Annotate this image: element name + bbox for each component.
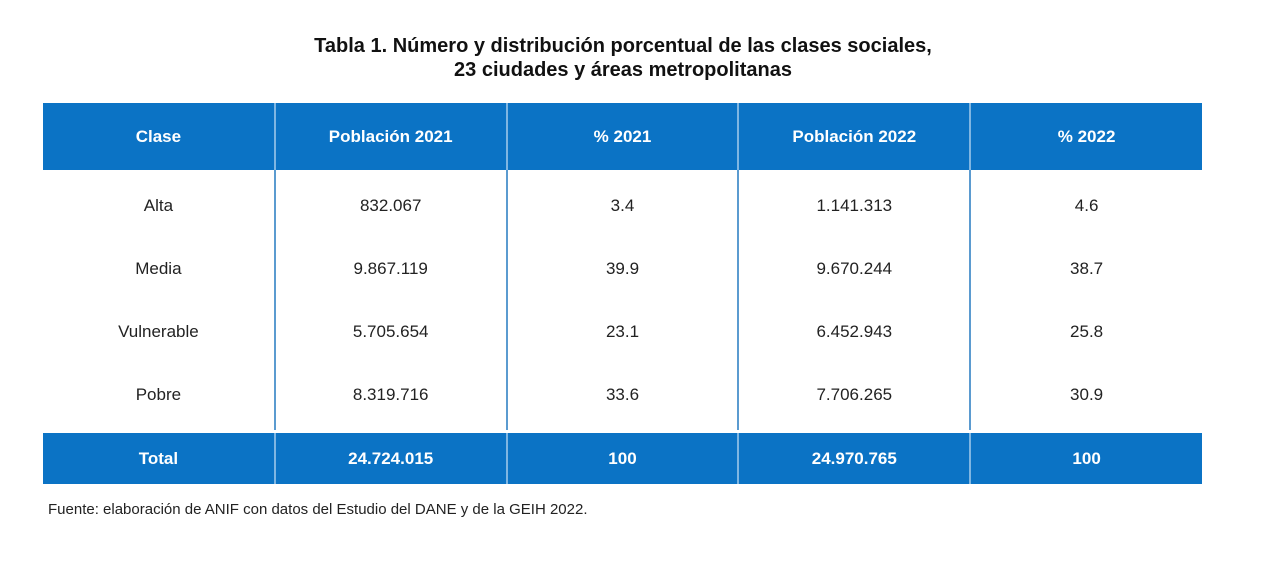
table-cell: 4.6: [969, 170, 1202, 237]
social-classes-table: Clase Población 2021 % 2021 Población 20…: [43, 103, 1202, 484]
table-cell: 7.706.265: [737, 363, 971, 432]
table-cell: Alta: [143, 195, 174, 215]
table-cell: 5.705.654: [273, 300, 507, 363]
table-cell: 9.867.119: [273, 237, 507, 300]
total-cell: 100: [505, 431, 739, 484]
title-line-1: Tabla 1. Número y distribución porcentua…: [314, 35, 932, 57]
total-cell: 24.970.765: [737, 431, 971, 484]
total-cell: Total: [43, 431, 275, 484]
total-cell: 24.724.015: [273, 431, 507, 484]
header-cell: % 2021: [505, 103, 739, 170]
header-cell: Población 2021: [273, 103, 507, 170]
table-cell: 30.9: [969, 363, 1202, 432]
source-note: Fuente: elaboración de ANIF con datos de…: [48, 501, 588, 518]
total-row: Total 24.724.015 100 24.970.765 100: [43, 431, 1202, 484]
header-cell: Clase: [43, 103, 275, 170]
total-cell: 100: [969, 431, 1202, 484]
table-cell: 25.8: [969, 300, 1202, 363]
header-cell: Población 2022: [737, 103, 971, 170]
table-cell: 8.319.716: [273, 363, 507, 432]
table-cell: Pobre: [135, 384, 182, 404]
table-cell: 1.141.313: [737, 170, 971, 237]
table-cell: 38.7: [969, 237, 1202, 300]
table-cell: 832.067: [273, 170, 507, 237]
table-cell: 9.670.244: [737, 237, 971, 300]
table-cell: 39.9: [505, 237, 739, 300]
table-cell: 33.6: [505, 363, 739, 432]
table-title: Tabla 1. Número y distribución porcentua…: [0, 34, 1246, 82]
header-cell: % 2022: [969, 103, 1202, 170]
table-cell: Vulnerable: [118, 321, 199, 341]
table-cell: 6.452.943: [737, 300, 971, 363]
table-row: Alta 832.067 3.4 1.141.313 4.6: [43, 170, 1202, 237]
table-row: Vulnerable 5.705.654 23.1 6.452.943 25.8: [43, 300, 1202, 363]
table-row: Media 9.867.119 39.9 9.670.244 38.7: [43, 237, 1202, 300]
title-line-2: 23 ciudades y áreas metropolitanas: [454, 59, 792, 81]
table-cell: 3.4: [505, 170, 739, 237]
table-cell: 23.1: [505, 300, 739, 363]
header-row: Clase Población 2021 % 2021 Población 20…: [43, 103, 1202, 170]
table-row: Pobre 8.319.716 33.6 7.706.265 30.9: [43, 363, 1202, 432]
table-cell: Media: [135, 258, 182, 278]
